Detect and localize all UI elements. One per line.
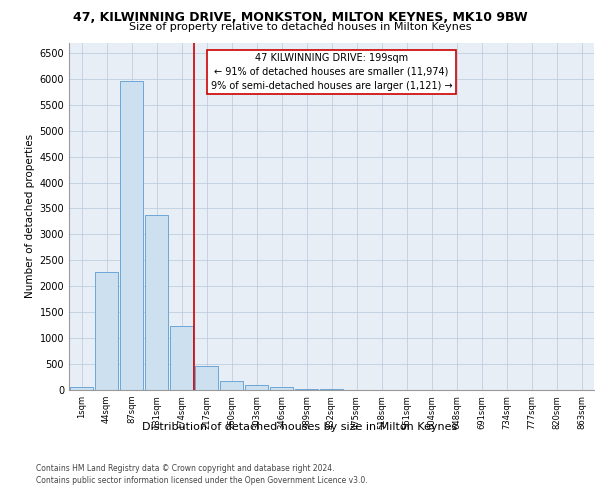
- Text: Distribution of detached houses by size in Milton Keynes: Distribution of detached houses by size …: [142, 422, 458, 432]
- Y-axis label: Number of detached properties: Number of detached properties: [25, 134, 35, 298]
- Bar: [295, 389, 318, 390]
- Bar: [70, 388, 93, 390]
- Bar: [120, 81, 143, 390]
- Bar: [245, 385, 268, 390]
- Bar: [145, 214, 168, 390]
- Text: Contains HM Land Registry data © Crown copyright and database right 2024.: Contains HM Land Registry data © Crown c…: [36, 464, 335, 473]
- Text: Size of property relative to detached houses in Milton Keynes: Size of property relative to detached ho…: [129, 22, 471, 32]
- Text: 47, KILWINNING DRIVE, MONKSTON, MILTON KEYNES, MK10 9BW: 47, KILWINNING DRIVE, MONKSTON, MILTON K…: [73, 11, 527, 24]
- Bar: [270, 388, 293, 390]
- Bar: [220, 381, 243, 390]
- Bar: [95, 272, 118, 390]
- Text: 47 KILWINNING DRIVE: 199sqm
← 91% of detached houses are smaller (11,974)
9% of : 47 KILWINNING DRIVE: 199sqm ← 91% of det…: [211, 53, 452, 91]
- Text: Contains public sector information licensed under the Open Government Licence v3: Contains public sector information licen…: [36, 476, 368, 485]
- Bar: [170, 326, 193, 390]
- Bar: [195, 366, 218, 390]
